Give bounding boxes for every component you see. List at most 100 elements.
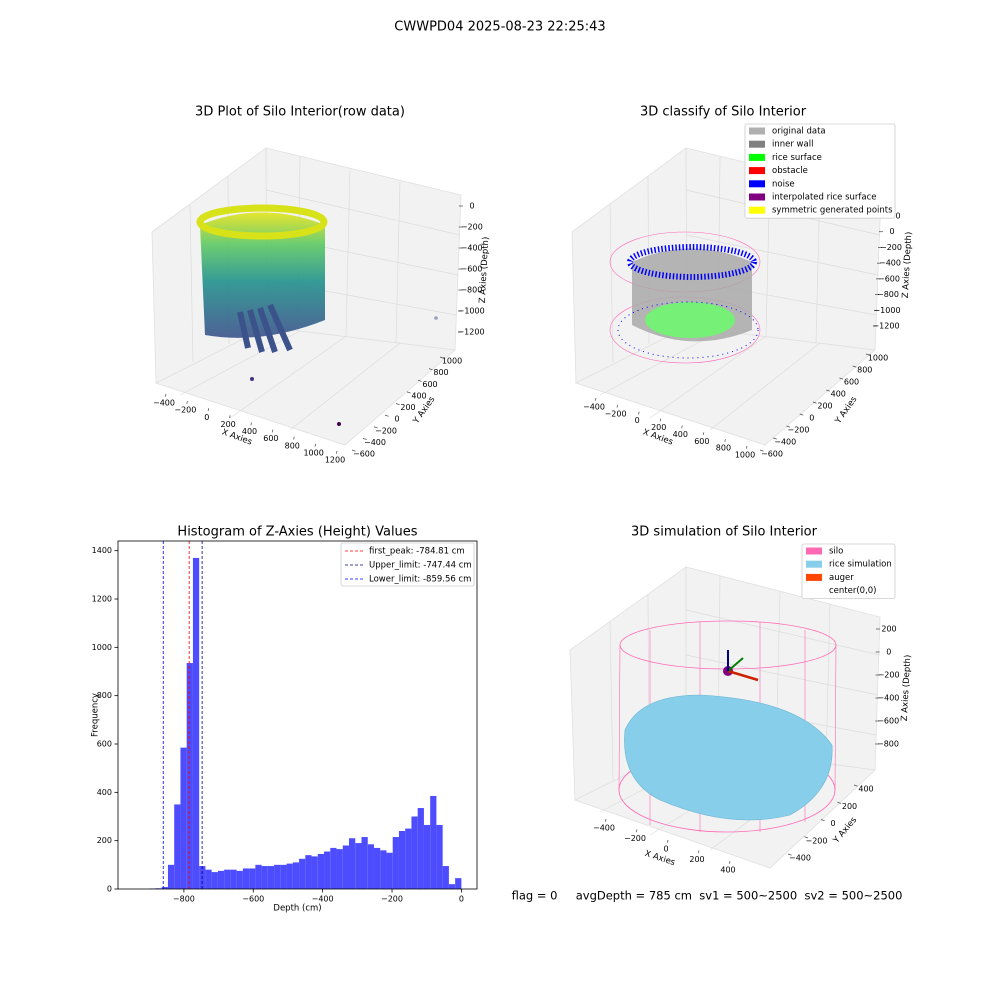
legend-label: rice simulation [829, 560, 892, 570]
bar [255, 864, 262, 889]
x-tick-label: 600 [694, 437, 709, 446]
y-tick [384, 414, 389, 417]
y-tick [417, 379, 422, 382]
y-tick [799, 413, 804, 416]
bar [161, 887, 168, 889]
x-axis-label: Depth (cm) [273, 904, 321, 914]
bar [355, 843, 362, 889]
y-tick-label: 1000 [868, 354, 888, 363]
bar [317, 853, 325, 889]
panel-3d-simulation [569, 566, 881, 869]
bar [436, 824, 443, 889]
x-tick-label: −400 [312, 895, 334, 904]
y-tick [852, 365, 857, 368]
auger [727, 669, 759, 682]
z-tick-label: 0 [886, 648, 891, 657]
legend-box [744, 123, 896, 219]
y-tick-label: 200 [97, 836, 112, 845]
legend-swatch [749, 180, 765, 188]
y-tick-label: 400 [831, 390, 846, 399]
z-tick-label: −800 [877, 290, 899, 299]
y-tick-label: 1000 [442, 357, 462, 366]
legend-swatch [806, 587, 822, 595]
bar [249, 868, 256, 889]
y-tick-label: 400 [858, 785, 873, 794]
x-tick-label: −200 [624, 834, 646, 843]
pane [574, 326, 876, 446]
x-tick [702, 432, 705, 436]
x-tick [667, 839, 669, 843]
pane [154, 326, 456, 446]
y-tick-label: 800 [97, 691, 112, 700]
legend-swatch [749, 167, 765, 175]
y-tick-label: −600 [353, 450, 375, 459]
z-tick-label: −200 [461, 223, 483, 232]
bar [430, 795, 437, 889]
bar [292, 862, 300, 889]
point-cloud [237, 303, 293, 353]
y-tick [812, 401, 817, 404]
legend-swatch [749, 127, 765, 135]
bar [305, 855, 312, 889]
x-tick [595, 397, 597, 401]
bar [330, 847, 337, 889]
rice-surface [624, 694, 833, 821]
bar [174, 804, 181, 889]
x-tick-label: 0 [204, 413, 209, 422]
bar [423, 824, 431, 889]
y-tick-label: 0 [830, 819, 835, 828]
y-tick [865, 353, 870, 356]
bar [373, 847, 381, 889]
y-tick-label: −400 [774, 438, 796, 447]
bar [411, 816, 418, 889]
z-tick-label: −200 [878, 671, 900, 680]
z-tick-label: −1200 [457, 328, 484, 337]
y-tick [786, 425, 791, 428]
bar [349, 838, 356, 889]
legend-label: rice surface [772, 153, 822, 163]
panel-title: 3D Plot of Silo Interior(row data) [195, 105, 405, 120]
y-tick [373, 426, 378, 429]
x-tick-label: −800 [173, 895, 195, 904]
status-line: flag = 0 avgDepth = 785 cm sv1 = 500~250… [512, 889, 903, 903]
bar [342, 845, 350, 889]
x-tick [616, 404, 618, 408]
y-tick-label: 200 [400, 403, 415, 412]
bar [205, 869, 212, 889]
y-tick-label: −400 [364, 438, 386, 447]
y-tick [837, 801, 842, 804]
x-tick [659, 418, 662, 422]
legend-box [801, 543, 896, 599]
bar [324, 851, 331, 889]
x-tick [605, 818, 607, 822]
x-tick-label: −400 [583, 403, 605, 412]
bar [299, 858, 306, 889]
bar [224, 869, 231, 889]
y-tick-label: 600 [844, 378, 859, 387]
y-tick-label: 0 [809, 414, 814, 423]
x-tick [229, 415, 231, 419]
x-tick-label: −400 [153, 399, 175, 408]
point-cloud [196, 204, 328, 240]
y-tick-label: 200 [842, 802, 857, 811]
z-tick-label: −800 [460, 286, 482, 295]
legend-label: noise [772, 179, 795, 189]
z-tick-label: −600 [877, 717, 899, 726]
legend-label: Lower_limit: -859.56 cm [369, 575, 471, 585]
x-tick [724, 439, 726, 442]
legend-label: interpolated rice surface [772, 193, 877, 203]
z-tick-label: −1200 [872, 322, 899, 331]
x-tick-label: 1000 [735, 451, 755, 460]
bar [361, 837, 368, 889]
x-tick-label: 800 [285, 441, 300, 450]
bar [180, 747, 187, 889]
bar [455, 878, 462, 889]
bar [311, 856, 318, 889]
legend-label: auger [829, 573, 854, 583]
legend-box [340, 542, 475, 587]
legend-label: center(0,0) [829, 586, 877, 596]
y-tick-label: 0 [394, 415, 399, 424]
x-tick-label: 600 [263, 434, 278, 443]
z-tick-label: −400 [461, 244, 483, 253]
